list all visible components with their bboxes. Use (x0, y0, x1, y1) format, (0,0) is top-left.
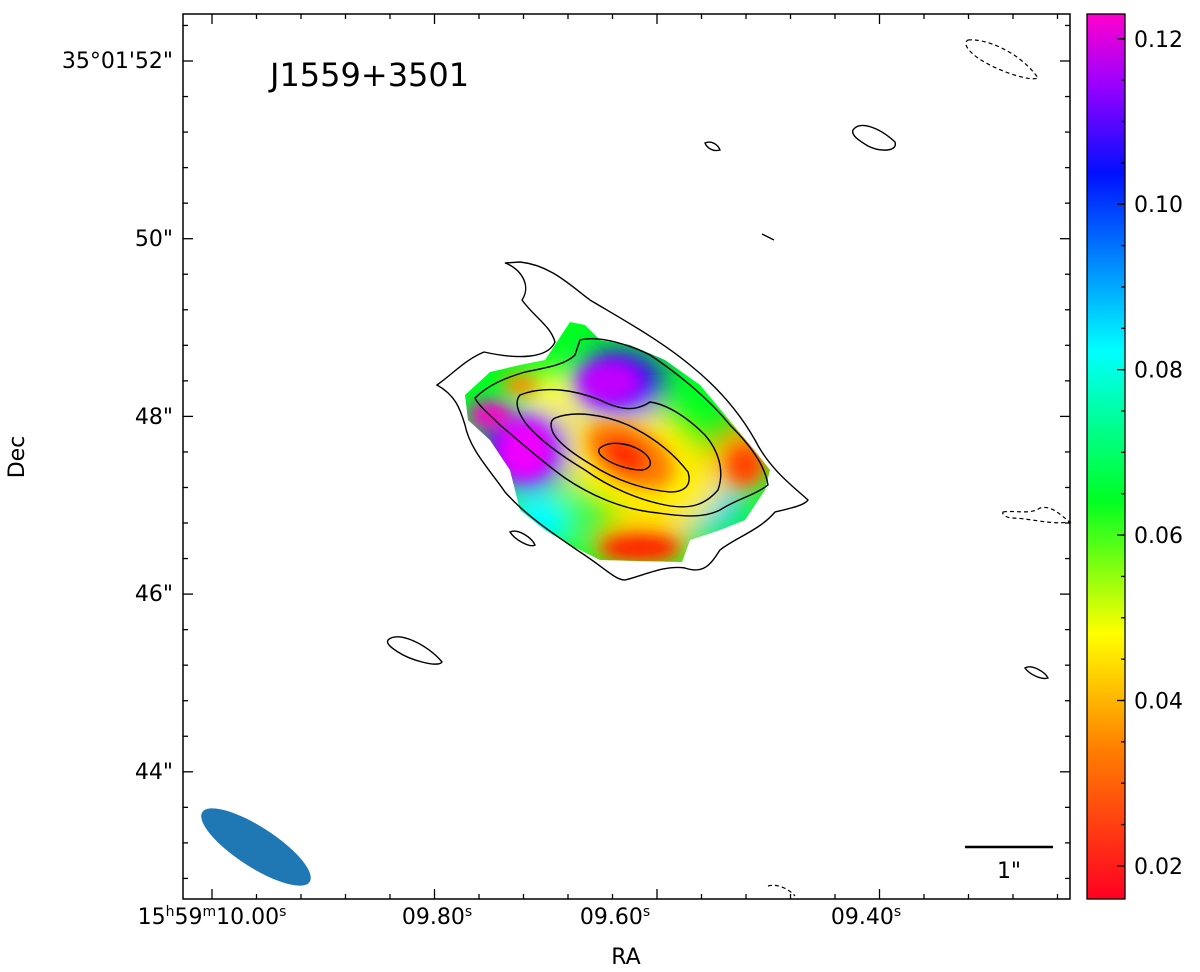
colorbar-tick-label: 0.10 (1134, 193, 1183, 218)
colorbar-tick-label: 0.06 (1134, 524, 1183, 549)
contour-island (508, 530, 536, 547)
colorbar-tick-label: 0.08 (1134, 359, 1183, 384)
colorbar-tick-labels: 0.02 0.04 0.06 0.08 0.10 0.12 (1134, 28, 1183, 880)
x-tick-label: 15h59m10.00s (138, 904, 287, 930)
y-tick-label: 50" (135, 227, 173, 252)
y-tick-label: 48" (135, 405, 173, 430)
x-tick-label: 09.80s (402, 904, 472, 930)
negative-contour (1002, 506, 1072, 524)
contour-level-2 (474, 338, 769, 517)
negative-contour (965, 39, 1039, 80)
x-axis-title: RA (611, 945, 640, 970)
contour-level-4 (550, 413, 690, 493)
source-label: J1559+3501 (268, 56, 469, 94)
x-tick-label: 09.60s (580, 904, 650, 930)
y-tick-label: 44" (135, 760, 173, 785)
y-axis-ticks (183, 24, 1070, 880)
beam-ellipse (201, 808, 311, 886)
y-tick-label: 46" (135, 582, 173, 607)
contour-island (851, 124, 896, 151)
y-axis-title: Dec (5, 436, 30, 479)
colorbar-tick-label: 0.04 (1134, 689, 1183, 714)
contour-island (1023, 666, 1049, 680)
contour-level-5 (598, 442, 652, 471)
x-axis-ticks (211, 14, 1059, 899)
x-tick-label: 09.40s (831, 904, 901, 930)
colorbar-ticks (1117, 38, 1125, 867)
colorbar (1086, 13, 1126, 900)
scale-bar-label: 1" (997, 859, 1021, 884)
contours (386, 124, 1049, 680)
y-tick-label: 35°01'52" (62, 49, 173, 74)
contour-island (386, 636, 443, 665)
contour-level-1 (435, 261, 809, 581)
negative-contours (767, 39, 1072, 897)
negative-contour (767, 884, 796, 897)
contour-level-3 (516, 388, 722, 508)
contour-island (761, 233, 775, 241)
colorbar-tick-label: 0.02 (1134, 855, 1183, 880)
colorbar-tick-label: 0.12 (1134, 28, 1183, 53)
contour-island (704, 141, 721, 152)
